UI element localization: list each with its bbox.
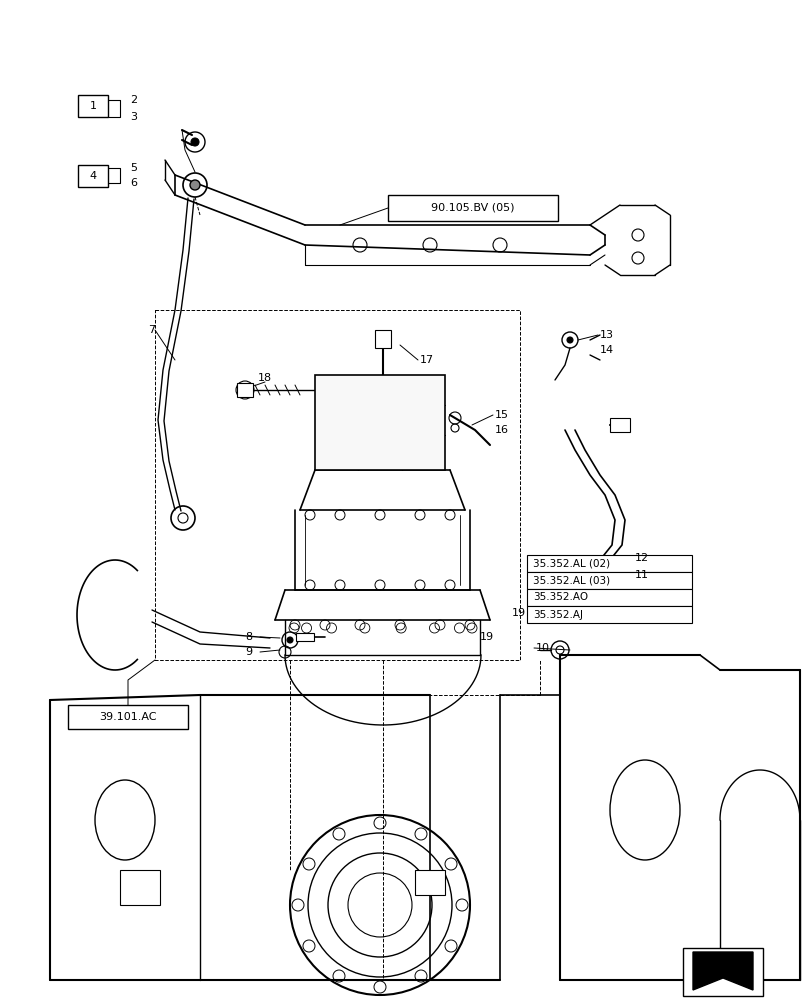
- Text: 9: 9: [245, 647, 252, 657]
- Text: 4: 4: [90, 171, 97, 181]
- Bar: [78, 165, 108, 187]
- Bar: [388, 195, 558, 221]
- Bar: [527, 589, 692, 606]
- Bar: [610, 418, 630, 432]
- Circle shape: [287, 637, 293, 643]
- Circle shape: [147, 877, 153, 883]
- Circle shape: [567, 337, 573, 343]
- Circle shape: [191, 138, 199, 146]
- Text: 12: 12: [635, 553, 649, 563]
- Bar: [527, 606, 692, 623]
- Circle shape: [147, 892, 153, 898]
- Text: 11: 11: [635, 570, 649, 580]
- Text: 39.101.AC: 39.101.AC: [99, 712, 157, 722]
- Bar: [585, 567, 600, 579]
- Text: 8: 8: [245, 632, 252, 642]
- Bar: [78, 95, 108, 117]
- Text: 35.352.AJ: 35.352.AJ: [533, 609, 583, 619]
- Text: 35.352.AL (03): 35.352.AL (03): [533, 576, 610, 585]
- Bar: [296, 633, 314, 641]
- Text: 10: 10: [536, 643, 550, 653]
- Bar: [315, 375, 445, 470]
- Text: 1: 1: [90, 101, 96, 111]
- Text: 6: 6: [130, 178, 137, 188]
- Text: 3: 3: [130, 112, 137, 122]
- Bar: [527, 572, 692, 589]
- Text: 13: 13: [600, 330, 614, 340]
- Bar: [68, 705, 188, 729]
- Text: 14: 14: [600, 345, 614, 355]
- Text: 19: 19: [480, 632, 494, 642]
- Text: 2: 2: [130, 95, 137, 105]
- Text: 15: 15: [495, 410, 509, 420]
- Bar: [527, 555, 692, 572]
- Text: 19: 19: [512, 608, 526, 618]
- Text: 18: 18: [258, 373, 272, 383]
- Text: 7: 7: [148, 325, 155, 335]
- Circle shape: [127, 892, 133, 898]
- Circle shape: [236, 381, 254, 399]
- Circle shape: [127, 877, 133, 883]
- Bar: [375, 330, 391, 348]
- Text: 35.352.AO: 35.352.AO: [533, 592, 588, 602]
- Text: 90.105.BV (05): 90.105.BV (05): [431, 203, 515, 213]
- Text: 16: 16: [495, 425, 509, 435]
- Polygon shape: [693, 952, 753, 990]
- Bar: [683, 948, 763, 996]
- Bar: [120, 870, 160, 905]
- Circle shape: [190, 180, 200, 190]
- Text: 17: 17: [420, 355, 434, 365]
- Text: 35.352.AL (02): 35.352.AL (02): [533, 558, 610, 568]
- Bar: [415, 870, 445, 895]
- Bar: [237, 383, 253, 397]
- Text: 5: 5: [130, 163, 137, 173]
